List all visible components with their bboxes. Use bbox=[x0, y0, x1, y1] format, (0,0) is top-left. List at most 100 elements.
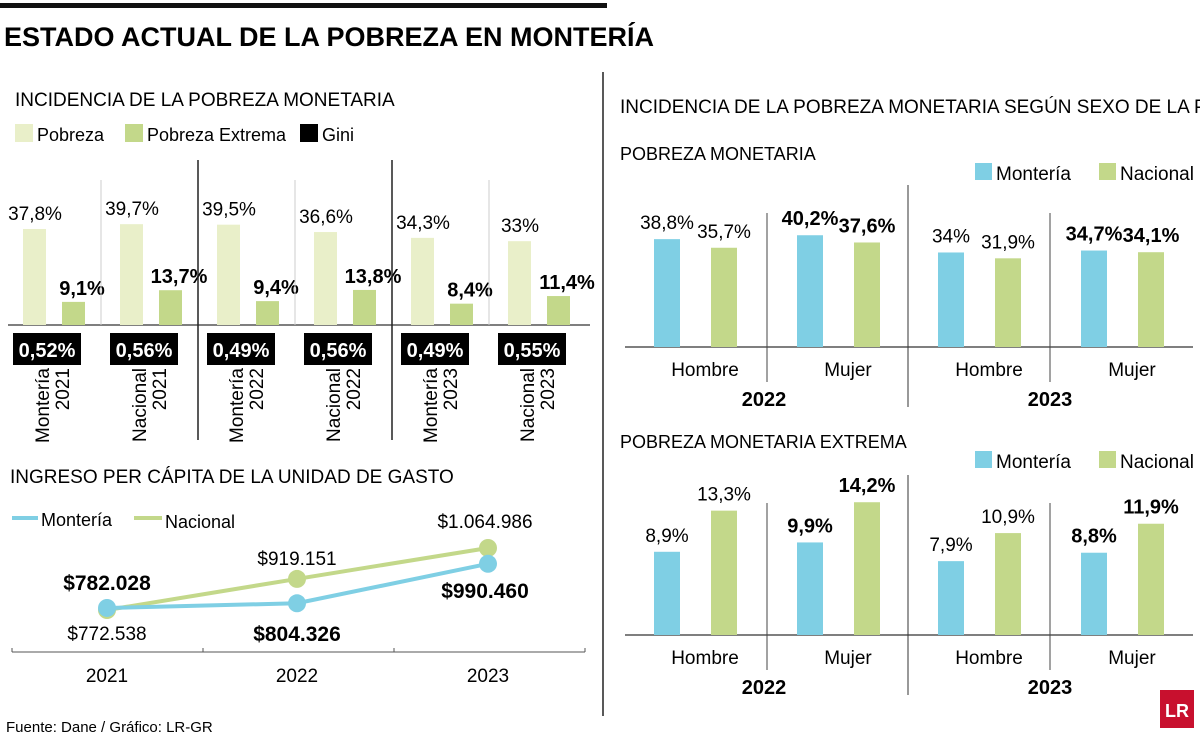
data-label-nacional: $919.151 bbox=[257, 549, 336, 570]
bar-monteria bbox=[654, 239, 680, 347]
bar-monteria bbox=[1081, 552, 1107, 635]
legend-swatch-monteria bbox=[975, 163, 992, 180]
data-label-montería: $990.460 bbox=[441, 580, 529, 603]
label-pobreza-extrema: 11,4% bbox=[539, 272, 595, 294]
label-nacional: 37,6% bbox=[839, 215, 896, 237]
legend-label: Montería bbox=[41, 510, 113, 530]
x-tick-label: 2023 bbox=[467, 666, 509, 687]
bar-monteria bbox=[1081, 250, 1107, 347]
page-title: ESTADO ACTUAL DE LA POBREZA EN MONTERÍA bbox=[4, 21, 654, 52]
source-note: Fuente: Dane / Gráfico: LR-GR bbox=[6, 719, 213, 736]
category-label: Mujer bbox=[824, 648, 872, 669]
gini-box bbox=[13, 333, 81, 365]
legend-swatch-0 bbox=[15, 124, 33, 142]
x-tick-label: 2021 bbox=[86, 666, 128, 687]
bar-nacional bbox=[995, 258, 1021, 347]
point-montería bbox=[479, 554, 497, 573]
data-label-montería: $804.326 bbox=[253, 623, 341, 646]
label-monteria: 40,2% bbox=[782, 208, 839, 230]
label-pobreza: 39,5% bbox=[202, 200, 256, 221]
bar-pobreza-extrema bbox=[547, 296, 570, 325]
svg-text:LR: LR bbox=[1165, 701, 1189, 721]
gini-label: 0,52% bbox=[19, 340, 76, 362]
bar-pobreza-extrema bbox=[353, 289, 376, 325]
bar-monteria bbox=[938, 561, 964, 635]
label-nacional: 13,3% bbox=[697, 485, 751, 506]
legend-label: Nacional bbox=[1120, 452, 1194, 473]
label-monteria: 7,9% bbox=[929, 535, 972, 556]
label-monteria: 9,9% bbox=[787, 515, 833, 537]
label-nacional: 14,2% bbox=[839, 475, 896, 497]
category-label: Nacional bbox=[324, 368, 345, 442]
bar-nacional bbox=[995, 533, 1021, 635]
point-montería bbox=[288, 594, 306, 613]
data-label-nacional: $1.064.986 bbox=[437, 512, 532, 533]
category-label: Mujer bbox=[1108, 360, 1156, 381]
gini-box bbox=[304, 333, 372, 365]
gini-label: 0,56% bbox=[310, 340, 367, 362]
bar-pobreza bbox=[120, 224, 143, 325]
bar-nacional bbox=[854, 242, 880, 347]
category-label: Hombre bbox=[955, 648, 1023, 669]
chart1-title: INCIDENCIA DE LA POBREZA MONETARIA bbox=[15, 90, 395, 111]
category-label: Hombre bbox=[671, 648, 739, 669]
gini-box bbox=[401, 333, 469, 365]
group-label: 2023 bbox=[1028, 389, 1073, 411]
legend-label: Pobreza bbox=[37, 125, 105, 145]
label-monteria: 38,8% bbox=[640, 213, 694, 234]
category-label: Nacional bbox=[130, 368, 151, 442]
group-label: 2023 bbox=[1028, 677, 1073, 699]
legend-label: Gini bbox=[322, 125, 354, 145]
category-label: 2023 bbox=[441, 368, 462, 410]
label-pobreza: 34,3% bbox=[396, 213, 450, 234]
section-title: INCIDENCIA DE LA POBREZA MONETARIA SEGÚN… bbox=[620, 96, 1200, 118]
chart4-title: POBREZA MONETARIA EXTREMA bbox=[620, 432, 907, 452]
legend-label: Nacional bbox=[165, 512, 235, 532]
category-label: 2021 bbox=[150, 368, 171, 410]
category-label: 2022 bbox=[344, 368, 365, 410]
category-label: 2023 bbox=[538, 368, 559, 410]
bar-pobreza-extrema bbox=[450, 303, 473, 325]
bar-nacional bbox=[711, 247, 737, 347]
legend-swatch-nacional bbox=[1099, 451, 1116, 468]
gini-box bbox=[110, 333, 178, 365]
label-monteria: 34,7% bbox=[1066, 224, 1123, 246]
legend-label: Nacional bbox=[1120, 164, 1194, 185]
label-pobreza: 33% bbox=[501, 216, 539, 237]
label-monteria: 8,8% bbox=[1071, 526, 1117, 548]
bar-pobreza bbox=[508, 241, 531, 325]
label-pobreza: 36,6% bbox=[299, 207, 353, 228]
bar-nacional bbox=[854, 502, 880, 635]
gini-label: 0,56% bbox=[116, 340, 173, 362]
bar-nacional bbox=[1138, 252, 1164, 347]
point-nacional bbox=[479, 539, 497, 557]
bar-nacional bbox=[711, 510, 737, 635]
bar-pobreza bbox=[411, 237, 434, 325]
category-label: Montería bbox=[421, 368, 442, 443]
legend-label: Montería bbox=[996, 452, 1071, 473]
label-pobreza-extrema: 13,7% bbox=[151, 266, 208, 288]
bar-pobreza-extrema bbox=[62, 301, 85, 325]
label-pobreza-extrema: 8,4% bbox=[447, 280, 493, 302]
label-pobreza-extrema: 9,4% bbox=[253, 277, 299, 299]
gini-box bbox=[207, 333, 275, 365]
bar-monteria bbox=[654, 551, 680, 635]
bar-pobreza bbox=[314, 232, 337, 325]
category-label: 2021 bbox=[53, 368, 74, 410]
category-label: Hombre bbox=[955, 360, 1023, 381]
data-label-nacional: $772.538 bbox=[67, 624, 146, 645]
legend-label: Montería bbox=[996, 164, 1071, 185]
label-monteria: 8,9% bbox=[645, 526, 688, 547]
category-label: 2022 bbox=[247, 368, 268, 410]
legend-swatch-nacional bbox=[1099, 163, 1116, 180]
label-nacional: 11,9% bbox=[1123, 497, 1179, 519]
legend-swatch-monteria bbox=[975, 451, 992, 468]
bar-pobreza-extrema bbox=[159, 290, 182, 325]
group-label: 2022 bbox=[742, 677, 787, 699]
label-pobreza: 39,7% bbox=[105, 199, 159, 220]
label-nacional: 34,1% bbox=[1123, 225, 1180, 247]
gini-box bbox=[498, 333, 566, 365]
legend-swatch-1 bbox=[125, 124, 143, 142]
category-label: Hombre bbox=[671, 360, 739, 381]
